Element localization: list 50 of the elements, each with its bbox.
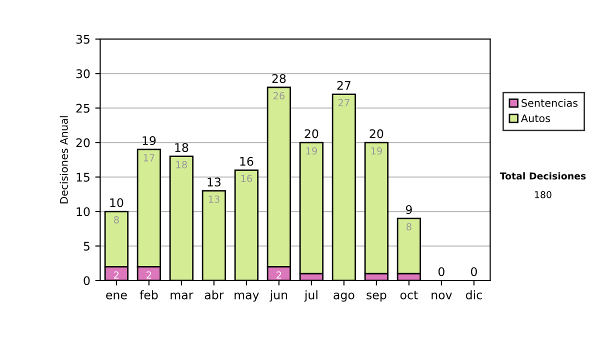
text: Total Decisiones xyxy=(500,172,586,180)
x-tick-label: may xyxy=(234,292,259,302)
total-label: 10 xyxy=(110,198,124,208)
y-tick-label: 15 xyxy=(76,172,90,182)
data-label: 2 xyxy=(276,271,282,279)
total-label: 18 xyxy=(175,143,188,152)
y-tick-label: 5 xyxy=(84,242,90,251)
total-label: 0 xyxy=(438,267,444,276)
data-label: 26 xyxy=(273,92,285,100)
data-label: 16 xyxy=(241,174,252,182)
total-label: 19 xyxy=(142,136,156,146)
text: 180 xyxy=(535,191,552,198)
total-label: 9 xyxy=(406,205,412,214)
total-label: 27 xyxy=(337,80,350,90)
x-tick-label: ene xyxy=(106,292,127,300)
x-tick-label: sep xyxy=(366,292,386,302)
data-label: 18 xyxy=(176,161,187,168)
x-tick-label: abr xyxy=(204,290,224,300)
x-tick-label: nov xyxy=(432,292,452,300)
x-tick-label: jul xyxy=(304,290,318,302)
y-tick-label: 0 xyxy=(84,276,90,286)
total-label: 0 xyxy=(470,267,477,276)
total-label: 20 xyxy=(370,129,384,138)
data-label: 13 xyxy=(208,195,220,203)
x-tick-label: ago xyxy=(334,292,354,302)
data-label: 19 xyxy=(306,147,317,155)
total-label: 16 xyxy=(240,156,254,166)
total-label: 20 xyxy=(304,129,318,138)
y-tick-label: 30 xyxy=(76,69,90,78)
data-label: 8 xyxy=(114,216,119,224)
legend-label: Sentencias xyxy=(522,98,578,107)
data-label: 8 xyxy=(406,223,412,230)
y-tick-label: 10 xyxy=(76,207,90,216)
data-label: 2 xyxy=(146,271,152,279)
data-label: 2 xyxy=(114,271,119,279)
x-tick-label: dic xyxy=(466,290,482,300)
x-tick-label: feb xyxy=(140,290,158,300)
y-tick-label: 35 xyxy=(76,34,90,44)
total-label: 13 xyxy=(208,178,221,186)
data-label: 27 xyxy=(338,98,350,106)
legend-label: Autos xyxy=(521,114,550,122)
y-tick-label: 20 xyxy=(76,138,90,148)
x-tick-label: oct xyxy=(400,290,418,300)
y-axis-title: Decisiones Anual xyxy=(60,116,68,204)
data-label: 17 xyxy=(144,154,154,162)
total-label: 28 xyxy=(272,74,286,84)
x-tick-label: jun xyxy=(270,290,288,302)
x-tick-label: mar xyxy=(170,292,194,300)
data-label: 19 xyxy=(371,147,382,155)
y-tick-label: 25 xyxy=(76,104,90,113)
